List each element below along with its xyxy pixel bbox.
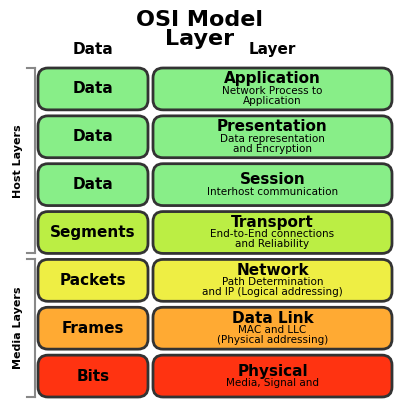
- Text: Data: Data: [73, 82, 113, 96]
- Text: Network Process to: Network Process to: [222, 86, 323, 96]
- Text: Data: Data: [73, 42, 113, 57]
- Text: Host Layers: Host Layers: [13, 124, 23, 198]
- Text: Path Determination: Path Determination: [222, 277, 323, 287]
- FancyBboxPatch shape: [38, 164, 148, 206]
- Text: and Reliability: and Reliability: [236, 240, 310, 250]
- Text: Network: Network: [236, 263, 309, 278]
- Text: and Encryption: and Encryption: [233, 144, 312, 154]
- FancyBboxPatch shape: [153, 68, 392, 110]
- Text: Data Link: Data Link: [232, 311, 313, 326]
- FancyBboxPatch shape: [38, 116, 148, 158]
- FancyBboxPatch shape: [153, 355, 392, 397]
- Text: Data representation: Data representation: [220, 134, 325, 144]
- Text: Application: Application: [243, 96, 302, 106]
- FancyBboxPatch shape: [38, 355, 148, 397]
- Text: Data: Data: [73, 129, 113, 144]
- Text: Application: Application: [224, 72, 321, 86]
- FancyBboxPatch shape: [153, 260, 392, 301]
- FancyBboxPatch shape: [153, 116, 392, 158]
- Text: Transport: Transport: [231, 215, 314, 230]
- Text: Data: Data: [73, 177, 113, 192]
- FancyBboxPatch shape: [38, 68, 148, 110]
- Text: Session: Session: [240, 172, 305, 187]
- FancyBboxPatch shape: [153, 212, 392, 254]
- Text: End-to-End connections: End-to-End connections: [210, 230, 334, 240]
- Text: Packets: Packets: [60, 273, 126, 288]
- FancyBboxPatch shape: [38, 212, 148, 254]
- Text: and IP (Logical addressing): and IP (Logical addressing): [202, 287, 343, 297]
- Text: Media, Signal and: Media, Signal and: [226, 378, 319, 388]
- Text: Presentation: Presentation: [217, 119, 328, 134]
- Text: Frames: Frames: [62, 321, 124, 336]
- Text: Bits: Bits: [76, 368, 110, 384]
- Text: Media Layers: Media Layers: [13, 287, 23, 370]
- FancyBboxPatch shape: [38, 260, 148, 301]
- Text: Layer: Layer: [249, 42, 296, 57]
- Text: Layer: Layer: [166, 29, 234, 49]
- Text: Interhost communication: Interhost communication: [207, 187, 338, 197]
- FancyBboxPatch shape: [153, 307, 392, 349]
- Text: MAC and LLC: MAC and LLC: [238, 325, 307, 335]
- Text: Physical: Physical: [237, 364, 308, 378]
- Text: (Physical addressing): (Physical addressing): [217, 335, 328, 345]
- FancyBboxPatch shape: [38, 307, 148, 349]
- Text: Segments: Segments: [50, 225, 136, 240]
- FancyBboxPatch shape: [153, 164, 392, 206]
- Text: OSI Model: OSI Model: [136, 10, 264, 30]
